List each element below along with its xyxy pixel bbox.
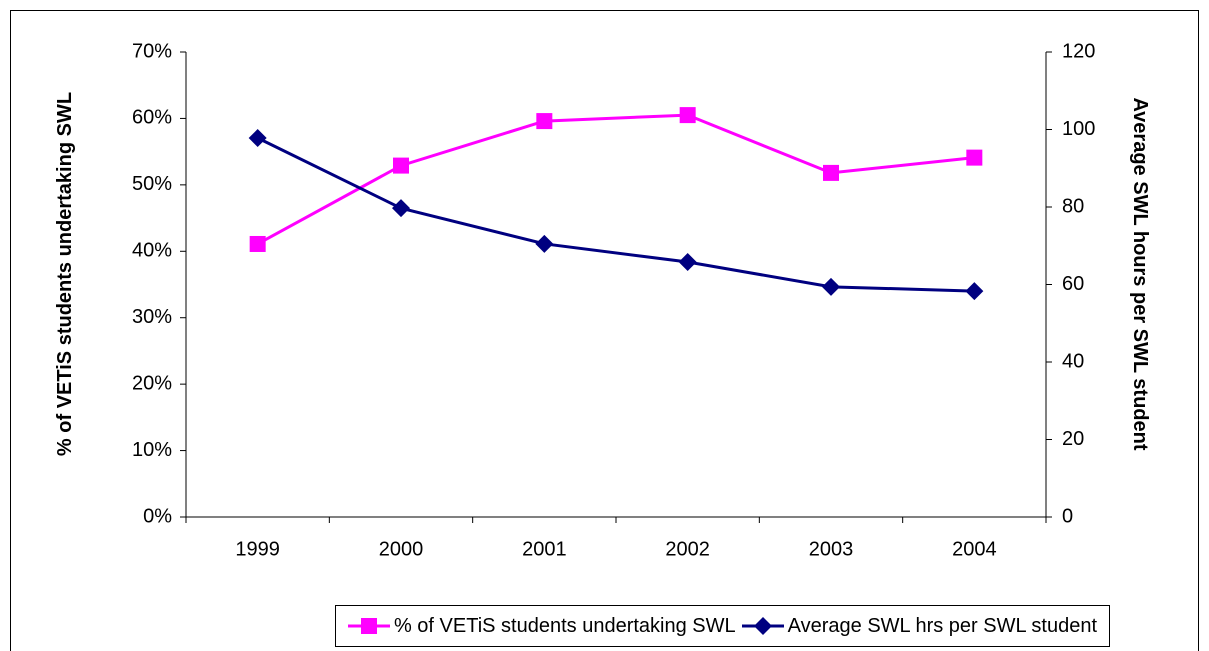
data-point: [392, 199, 410, 218]
y-tick-label: 10%: [132, 439, 172, 461]
x-tick-label: 2003: [809, 538, 854, 560]
y2-tick-label: 80: [1062, 195, 1084, 217]
legend-label: Average SWL hrs per SWL student: [787, 614, 1098, 637]
y2-axis-title: Average SWL hours per SWL student: [1129, 97, 1151, 451]
data-point: [249, 235, 266, 252]
y-tick-label: 60%: [132, 107, 172, 129]
legend: % of VETiS students undertaking SWL Avera…: [335, 605, 1110, 647]
legend-marker: [753, 617, 772, 635]
legend-item: Average SWL hrs per SWL student: [741, 614, 1098, 638]
y-tick-label: 50%: [132, 173, 172, 195]
data-point: [965, 282, 984, 301]
y2-tick-label: 120: [1062, 40, 1095, 62]
data-point: [535, 234, 554, 253]
y-tick-label: 20%: [132, 372, 172, 394]
data-point: [248, 129, 267, 148]
data-point: [822, 277, 840, 296]
data-point: [536, 113, 553, 130]
y2-tick-label: 20: [1062, 428, 1084, 450]
legend-label: % of VETiS students undertaking SWL: [393, 614, 736, 637]
y-tick-label: 0%: [143, 505, 172, 527]
legend-item: % of VETiS students undertaking SWL: [347, 614, 736, 638]
y-axis-title: % of VETiS students undertaking SWL: [54, 91, 76, 457]
data-point: [966, 149, 983, 166]
x-tick-label: 2002: [665, 538, 710, 560]
y2-tick-label: 100: [1062, 118, 1095, 140]
data-point: [678, 253, 697, 272]
legend-swatch: [347, 618, 390, 634]
series-line: [257, 136, 975, 293]
y-tick-label: 70%: [132, 40, 172, 62]
legend-swatch: [741, 617, 784, 635]
series-line: [256, 113, 975, 246]
x-tick-label: 2001: [522, 538, 567, 560]
data-point: [393, 157, 409, 174]
x-tick-label: 1999: [235, 538, 280, 560]
y-tick-label: 40%: [132, 240, 172, 262]
y2-tick-label: 60: [1062, 273, 1084, 295]
y-tick-label: 30%: [132, 306, 172, 328]
chart-border: [10, 10, 1199, 651]
y2-tick-label: 0: [1062, 505, 1073, 527]
data-point: [679, 107, 696, 124]
x-tick-label: 2000: [379, 538, 424, 560]
legend-marker: [360, 618, 377, 634]
y2-tick-label: 40: [1062, 350, 1084, 372]
data-point: [823, 164, 839, 181]
x-tick-label: 2004: [952, 538, 997, 560]
